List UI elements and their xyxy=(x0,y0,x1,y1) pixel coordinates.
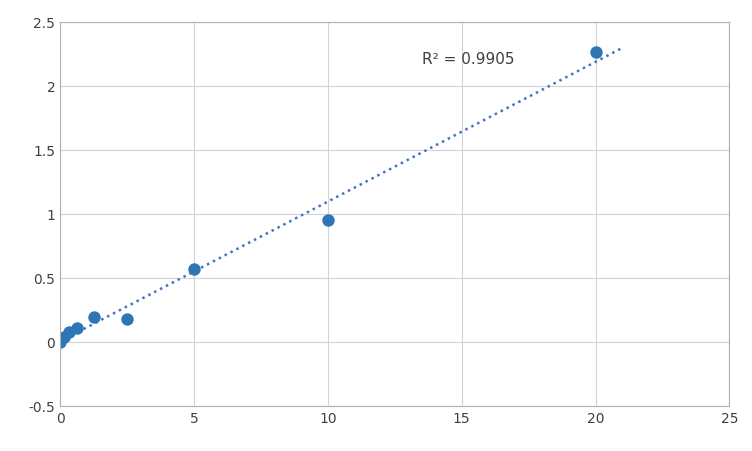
Text: R² = 0.9905: R² = 0.9905 xyxy=(422,51,514,66)
Point xyxy=(121,315,133,322)
Point xyxy=(590,50,602,57)
Point xyxy=(62,328,74,336)
Point xyxy=(87,314,99,322)
Point xyxy=(322,217,334,224)
Point xyxy=(59,333,71,341)
Point xyxy=(188,266,200,273)
Point xyxy=(54,338,66,345)
Point xyxy=(71,324,83,331)
